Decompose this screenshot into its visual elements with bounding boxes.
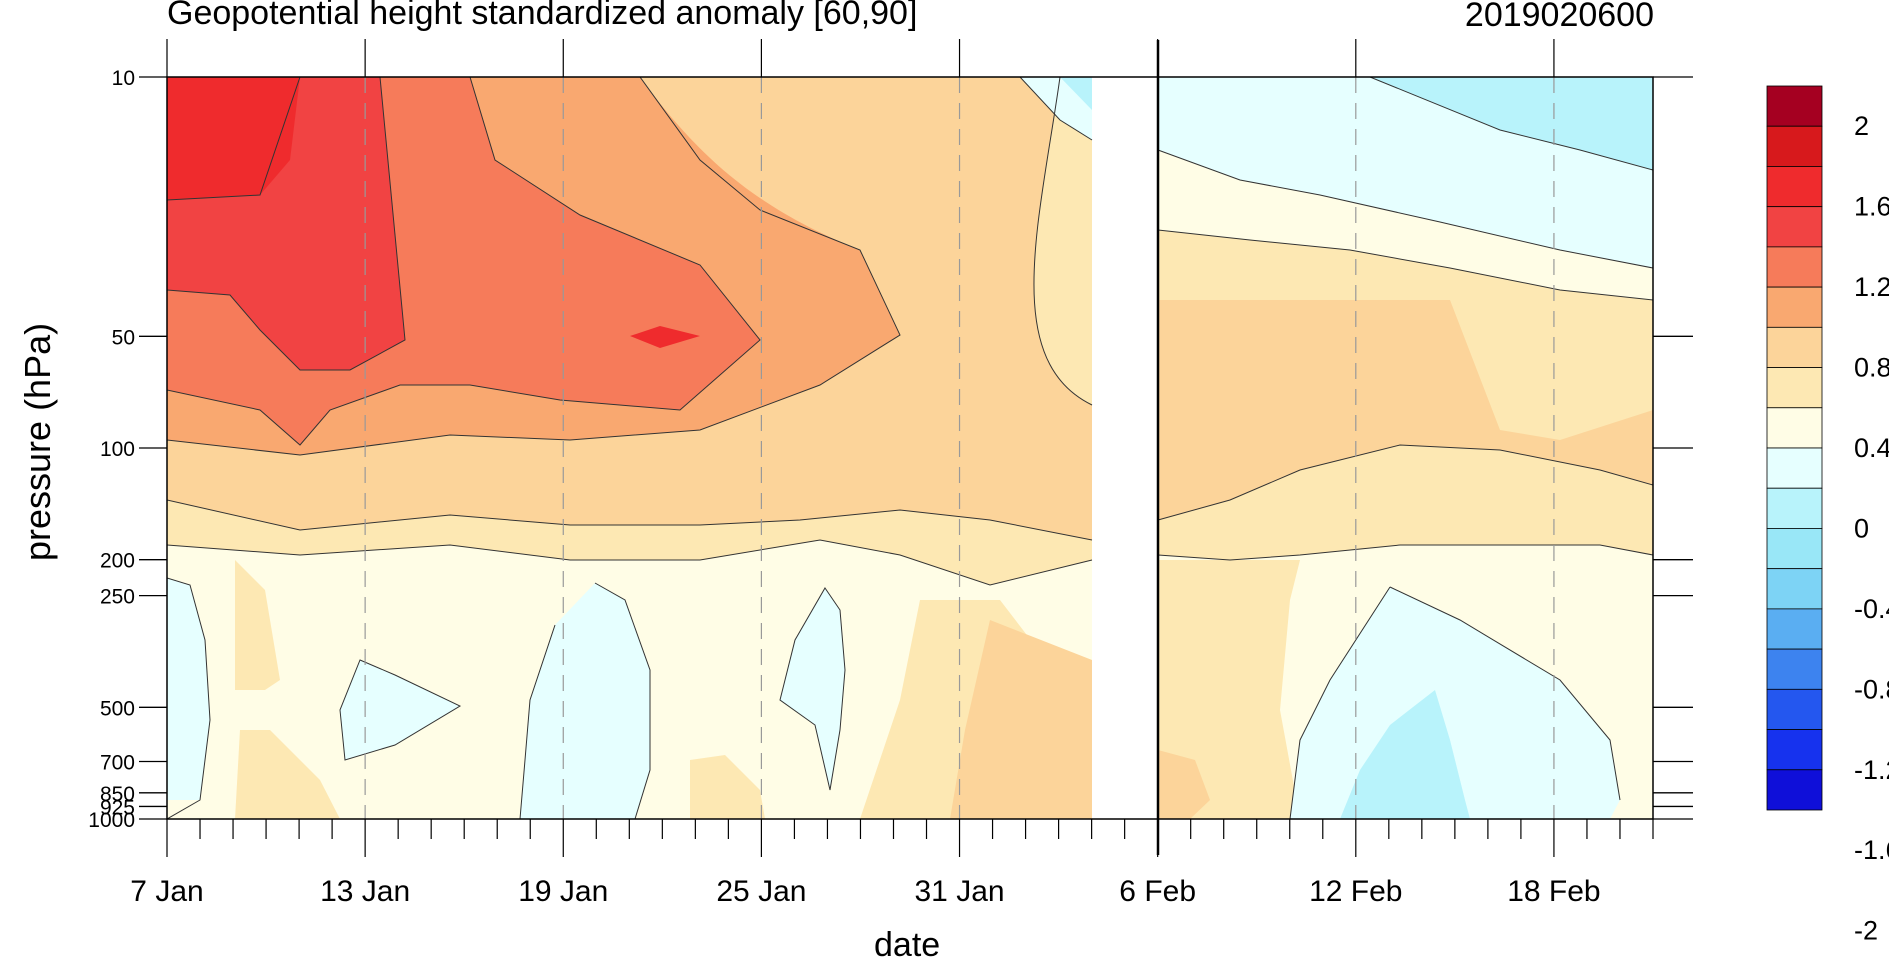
x-axis-label: date — [874, 926, 941, 964]
colorbar-swatch — [1766, 568, 1823, 610]
x-tick-label: 6 Feb — [1119, 875, 1196, 908]
y-tick-label: 100 — [100, 438, 135, 461]
colorbar-swatch — [1766, 85, 1823, 127]
colorbar-label: 0.4 — [1854, 433, 1889, 463]
colorbar-swatch — [1766, 608, 1823, 650]
colorbar-swatch — [1766, 729, 1823, 771]
colorbar-swatch — [1766, 326, 1823, 368]
y-tick-label: 700 — [100, 752, 135, 775]
y-tick-label: 925 — [100, 796, 135, 819]
y-tick-label: 50 — [112, 326, 135, 349]
colorbar-label: -0.8 — [1854, 674, 1889, 704]
x-tick-label: 7 Jan — [130, 875, 203, 908]
y-tick-label: 250 — [100, 586, 135, 609]
colorbar-label: 2 — [1854, 111, 1869, 141]
colorbar-swatch — [1766, 688, 1823, 730]
colorbar-swatch — [1766, 487, 1823, 529]
colorbar-swatch — [1766, 206, 1823, 248]
colorbar-swatch — [1766, 125, 1823, 167]
x-tick-label: 25 Jan — [716, 875, 806, 908]
colorbar-swatch — [1766, 367, 1823, 409]
colorbar-swatch — [1766, 166, 1823, 208]
colorbar-swatch — [1766, 246, 1823, 288]
x-axis: 7 Jan 13 Jan 19 Jan 25 Jan 31 Jan 6 Feb 12 Feb… — [130, 39, 1654, 908]
x-tick-label: 13 Jan — [320, 875, 410, 908]
contour-fill — [167, 77, 1653, 819]
colorbar: 2 1.6 1.2 0.8 0.4 0 -0.4 -0.8 -1.2 -1.6 -2 — [1766, 85, 1889, 946]
y-tick-label: 10 — [112, 67, 135, 90]
colorbar-swatch — [1766, 769, 1823, 811]
x-tick-label: 19 Jan — [518, 875, 608, 908]
colorbar-swatch — [1766, 648, 1823, 690]
contour-lines — [167, 77, 1653, 819]
colorbar-label: 1.2 — [1854, 272, 1889, 302]
colorbar-label: 0 — [1854, 513, 1869, 543]
colorbar-label: -0.4 — [1854, 594, 1889, 624]
x-tick-label: 18 Feb — [1507, 875, 1600, 908]
colorbar-swatch — [1766, 447, 1823, 489]
x-tick-label: 12 Feb — [1309, 875, 1402, 908]
colorbar-swatch — [1766, 528, 1823, 570]
colorbar-label: -1.6 — [1854, 835, 1889, 865]
y-tick-label: 500 — [100, 697, 135, 720]
y-tick-label: 850 — [100, 783, 135, 806]
colorbar-label: -2 — [1854, 916, 1878, 946]
x-tick-label: 31 Jan — [914, 875, 1004, 908]
y-tick-label: 1000 — [88, 809, 135, 832]
colorbar-label: 1.6 — [1854, 192, 1889, 222]
colorbar-swatch — [1766, 407, 1823, 449]
chart-title: Geopotential height standardized anomaly… — [167, 0, 918, 32]
date-grid — [364, 77, 1555, 819]
chart-date-title: 2019020600 — [1464, 0, 1654, 34]
colorbar-label: -1.2 — [1854, 755, 1889, 785]
colorbar-label: 0.8 — [1854, 353, 1889, 383]
colorbar-swatch — [1766, 286, 1823, 328]
y-tick-label: 200 — [100, 550, 135, 573]
